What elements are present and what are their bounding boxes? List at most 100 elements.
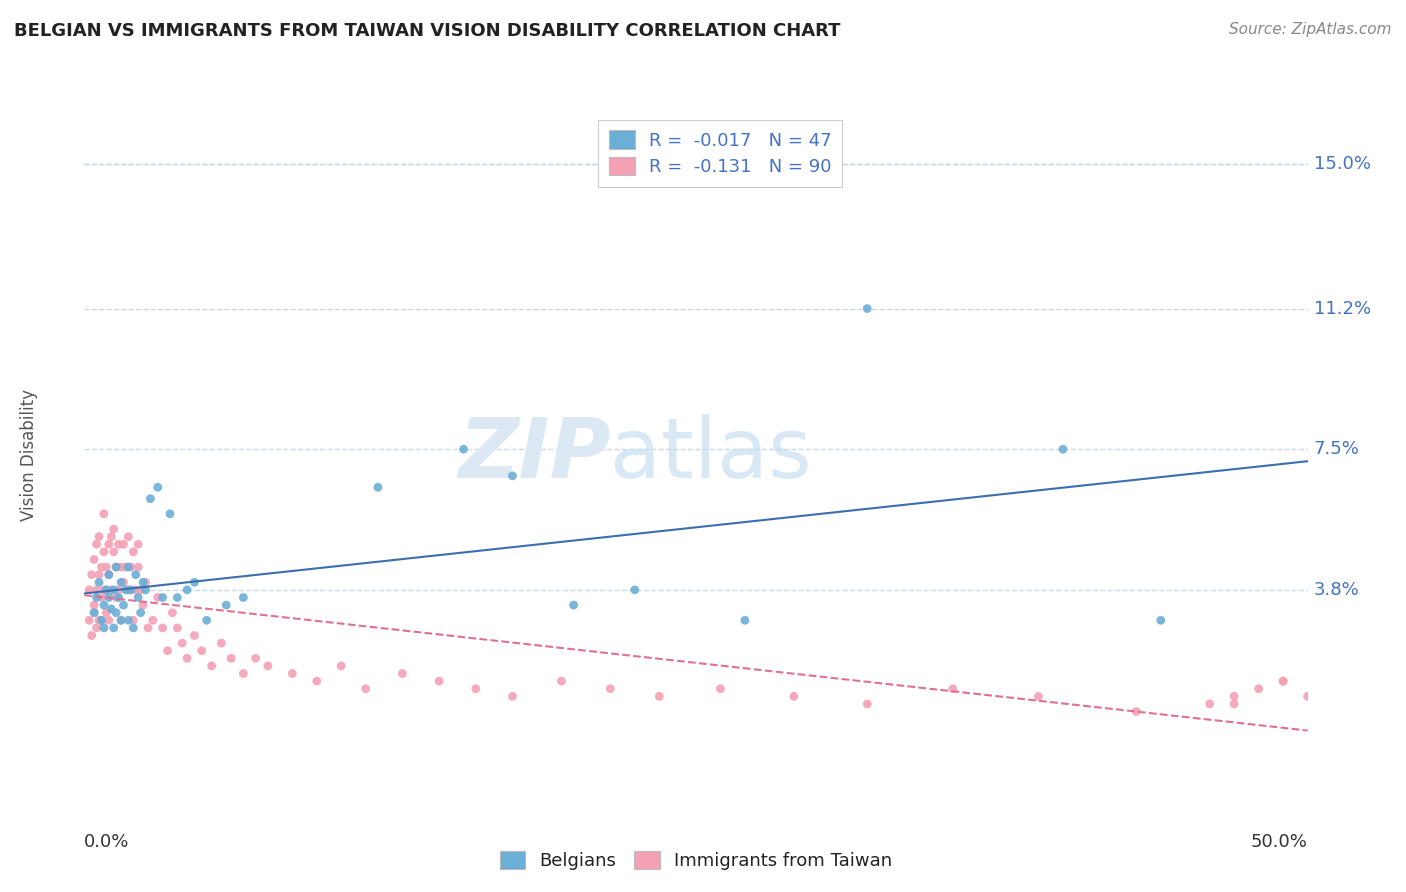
Point [122,545,145,559]
Point [232,591,254,605]
Point [1223,697,1246,711]
Point [176,582,198,597]
Point [139,491,162,506]
Text: 3.8%: 3.8% [1313,581,1360,599]
Point [1125,705,1147,719]
Point [100,582,122,597]
Point [172,636,194,650]
Point [550,674,572,689]
Point [103,545,125,559]
Point [162,606,184,620]
Point [103,621,125,635]
Point [96,582,118,597]
Point [135,575,157,590]
Point [1296,690,1319,704]
Point [427,674,450,689]
Text: 50.0%: 50.0% [1251,833,1308,851]
Point [77,613,100,627]
Point [86,537,108,551]
Point [112,575,135,590]
Point [135,582,157,597]
Point [80,628,103,642]
Point [87,575,110,590]
Point [391,666,413,681]
Point [112,598,135,612]
Point [132,575,155,590]
Point [110,560,132,574]
Point [83,606,105,620]
Point [562,598,585,612]
Point [96,582,118,597]
Point [97,567,120,582]
Point [1052,442,1074,457]
Point [107,582,129,597]
Point [501,468,523,483]
Point [117,582,139,597]
Point [127,560,149,574]
Point [176,651,198,665]
Point [599,681,621,696]
Text: ZIP: ZIP [458,415,610,495]
Point [305,674,328,689]
Point [103,522,125,536]
Point [195,613,218,627]
Point [219,651,242,665]
Point [122,613,145,627]
Text: 7.5%: 7.5% [1313,441,1360,458]
Point [245,651,267,665]
Point [129,582,152,597]
Point [127,591,149,605]
Point [105,606,128,620]
Text: 0.0%: 0.0% [84,833,129,851]
Point [110,613,132,627]
Point [97,567,120,582]
Point [90,591,112,605]
Point [200,659,222,673]
Point [132,598,155,612]
Point [183,575,205,590]
Point [136,621,159,635]
Point [83,552,105,566]
Point [117,530,139,544]
Point [87,613,110,627]
Point [80,567,103,582]
Point [367,480,389,494]
Point [127,537,149,551]
Point [281,666,304,681]
Text: 11.2%: 11.2% [1313,300,1371,318]
Point [96,560,118,574]
Point [1223,690,1246,704]
Point [117,560,139,574]
Point [648,690,671,704]
Point [152,621,174,635]
Text: BELGIAN VS IMMIGRANTS FROM TAIWAN VISION DISABILITY CORRELATION CHART: BELGIAN VS IMMIGRANTS FROM TAIWAN VISION… [14,22,841,40]
Point [191,644,214,658]
Text: Source: ZipAtlas.com: Source: ZipAtlas.com [1229,22,1392,37]
Point [93,621,115,635]
Point [97,591,120,605]
Point [232,666,254,681]
Point [90,560,112,574]
Point [86,621,108,635]
Point [146,591,169,605]
Point [107,591,129,605]
Text: atlas: atlas [610,415,813,495]
Point [77,582,100,597]
Point [87,530,110,544]
Point [125,582,148,597]
Point [110,575,132,590]
Point [166,591,188,605]
Point [146,480,169,494]
Point [115,560,138,574]
Legend: Belgians, Immigrants from Taiwan: Belgians, Immigrants from Taiwan [492,844,900,877]
Point [453,442,475,457]
Point [257,659,280,673]
Point [1028,690,1050,704]
Point [83,606,105,620]
Point [100,530,122,544]
Point [501,690,523,704]
Point [86,591,108,605]
Point [159,507,181,521]
Point [1247,681,1270,696]
Point [107,537,129,551]
